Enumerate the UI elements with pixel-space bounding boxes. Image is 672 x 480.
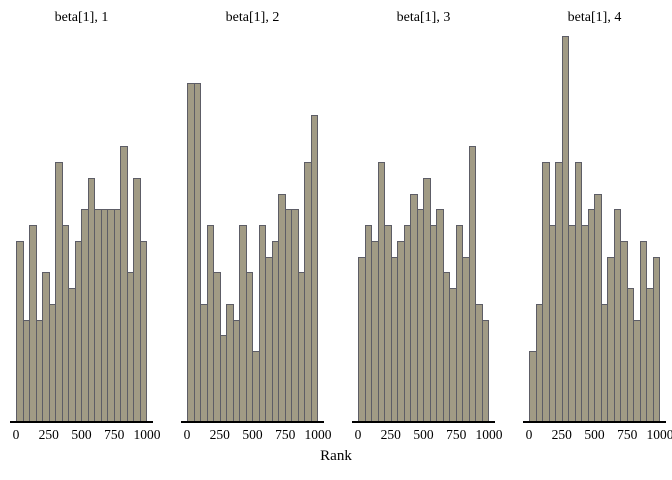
- x-tick-label: 750: [275, 427, 296, 442]
- x-axis-ticks: 0 250 500 750 1000: [354, 423, 503, 445]
- plot-area: [10, 36, 153, 423]
- x-tick-label: 0: [183, 427, 191, 442]
- x-tick-label: 500: [71, 427, 92, 442]
- panel-title: beta[1], 2: [225, 10, 280, 25]
- x-tick-label: 0: [12, 427, 20, 442]
- x-tick-label: 0: [525, 427, 533, 442]
- panel-title: beta[1], 3: [396, 10, 451, 25]
- x-tick-label: 750: [446, 427, 467, 442]
- histogram-bar: [193, 83, 201, 421]
- histogram-bars: [16, 36, 147, 421]
- facet-panel: beta[1], 3 0 250 500 750 1000: [352, 8, 503, 445]
- x-tick-label: 500: [242, 427, 263, 442]
- facet-grid: beta[1], 1 0 250 500 750 1000 beta[1], 2 0 25…: [10, 8, 672, 445]
- x-axis-ticks: 0 250 500 750 1000: [183, 423, 332, 445]
- x-tick-label: 1000: [133, 427, 161, 442]
- x-tick-label: 250: [380, 427, 401, 442]
- panel-title: beta[1], 4: [567, 10, 622, 25]
- histogram-bars: [358, 36, 489, 421]
- x-tick-label: 250: [38, 427, 59, 442]
- x-tick-label: 250: [209, 427, 230, 442]
- x-tick-label: 750: [617, 427, 638, 442]
- panel-title: beta[1], 1: [54, 10, 109, 25]
- x-tick-label: 750: [104, 427, 125, 442]
- facet-panel: beta[1], 2 0 250 500 750 1000: [181, 8, 332, 445]
- x-axis-ticks: 0 250 500 750 1000: [12, 423, 161, 445]
- x-tick-label: 500: [584, 427, 605, 442]
- x-tick-label: 250: [551, 427, 572, 442]
- x-tick-label: 500: [413, 427, 434, 442]
- plot-area: [523, 36, 666, 423]
- x-tick-label: 0: [354, 427, 362, 442]
- histogram-bars: [187, 36, 318, 421]
- x-tick-label: 1000: [646, 427, 672, 442]
- plot-area: [352, 36, 495, 423]
- histogram-bar: [245, 272, 253, 421]
- x-axis-label: Rank: [320, 448, 352, 464]
- histogram-bars: [529, 36, 660, 421]
- plot-area: [181, 36, 324, 423]
- facet-panel: beta[1], 4 0 250 500 750 1000: [523, 8, 672, 445]
- histogram-bar: [310, 114, 318, 421]
- histogram-bar: [139, 240, 147, 421]
- x-axis-ticks: 0 250 500 750 1000: [525, 423, 672, 445]
- x-tick-label: 1000: [304, 427, 332, 442]
- histogram-bar: [481, 319, 489, 421]
- facet-panel: beta[1], 1 0 250 500 750 1000: [10, 8, 161, 445]
- histogram-bar: [468, 146, 476, 421]
- histogram-bar: [652, 256, 660, 421]
- x-tick-label: 1000: [475, 427, 503, 442]
